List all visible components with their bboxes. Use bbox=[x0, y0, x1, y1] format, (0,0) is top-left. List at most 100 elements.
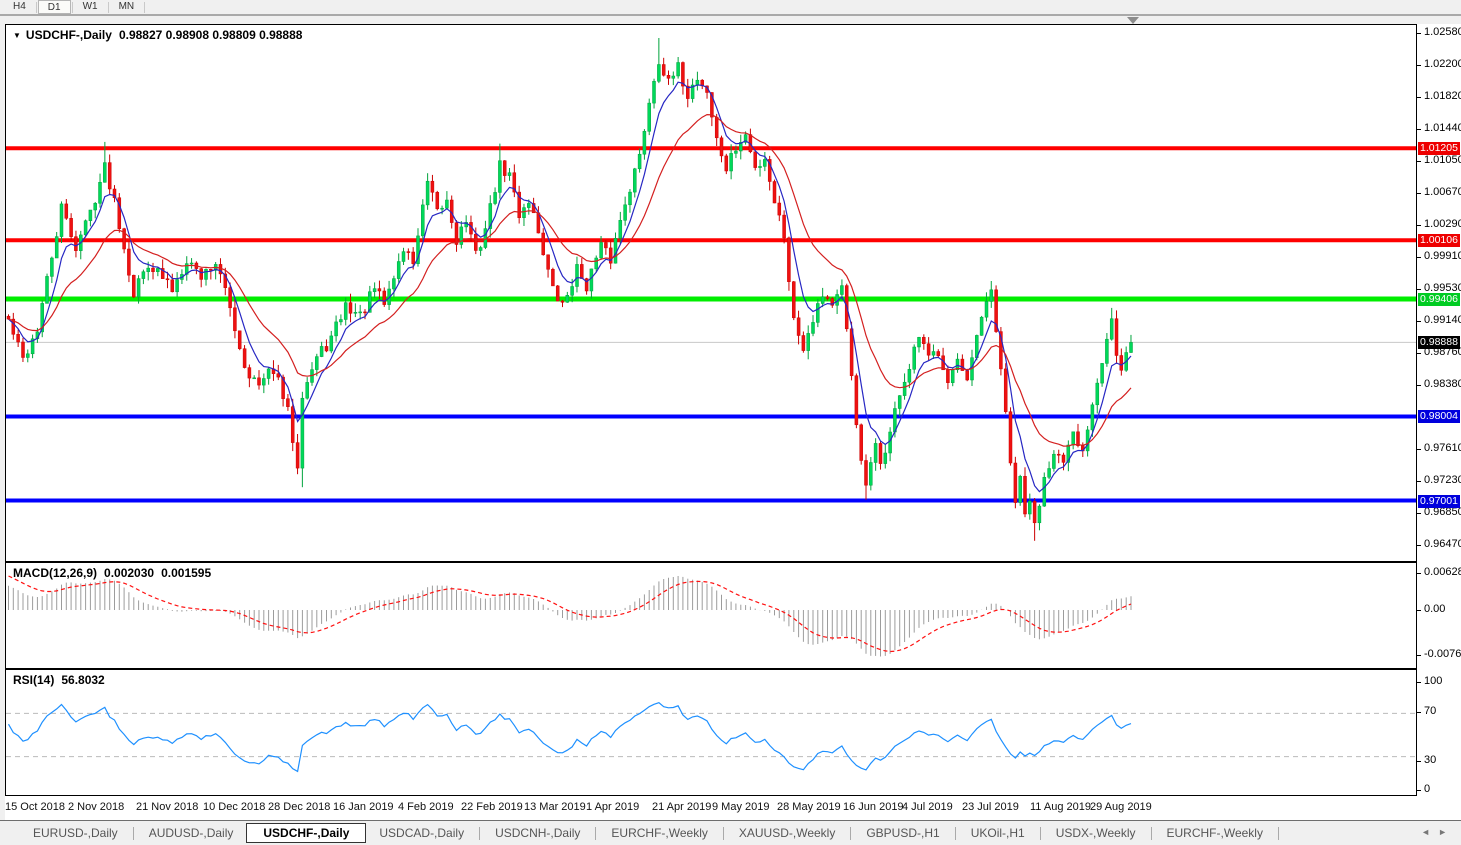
price-tick-label: 1.00290 bbox=[1424, 218, 1461, 230]
chart-tab-eurchf-weekly[interactable]: EURCHF-,Weekly bbox=[1166, 826, 1263, 840]
time-axis-label: 9 May 2019 bbox=[712, 801, 770, 813]
time-axis-label: 11 Aug 2019 bbox=[1030, 801, 1091, 813]
chart-tab-gbpusd-h1[interactable]: GBPUSD-,H1 bbox=[866, 826, 940, 840]
chart-tab-ukoil-h1[interactable]: UKOil-,H1 bbox=[970, 826, 1025, 840]
price-tick bbox=[1417, 513, 1421, 514]
timeframe-button-mn[interactable]: MN bbox=[118, 1, 135, 12]
resistance-line-label: 1.00106 bbox=[1418, 234, 1460, 247]
candlestick-chart[interactable] bbox=[6, 25, 1416, 566]
price-tick-label: 0.99530 bbox=[1424, 282, 1461, 294]
rsi-svg bbox=[6, 702, 1416, 773]
macd-svg bbox=[8, 575, 1132, 657]
rsi-tick-label: 100 bbox=[1424, 675, 1443, 687]
time-axis-label: 16 Jan 2019 bbox=[333, 801, 394, 813]
macd-tick bbox=[1417, 655, 1421, 656]
macd-tick-label: -0.00762 bbox=[1424, 648, 1461, 660]
time-axis-label: 23 Jul 2019 bbox=[962, 801, 1019, 813]
moving-average-6 bbox=[8, 81, 1132, 493]
tab-separator bbox=[722, 826, 724, 840]
tab-scroll-left-icon[interactable]: ◄ bbox=[1421, 827, 1439, 837]
time-axis-label: 2 Nov 2018 bbox=[68, 801, 125, 813]
price-tick-label: 1.02580 bbox=[1424, 26, 1461, 38]
resistance-line-label: 1.01205 bbox=[1418, 142, 1460, 155]
rsi-value: 56.8032 bbox=[61, 673, 105, 687]
level-line-label: 0.99406 bbox=[1418, 293, 1460, 306]
chart-tab-eurchf-weekly[interactable]: EURCHF-,Weekly bbox=[611, 826, 708, 840]
chart-tab-usdcnh-daily[interactable]: USDCNH-,Daily bbox=[495, 826, 581, 840]
chart-tab-usdcad-daily[interactable]: USDCAD-,Daily bbox=[379, 826, 465, 840]
chart-tab-eurusd-daily[interactable]: EURUSD-,Daily bbox=[33, 826, 118, 840]
rsi-tick bbox=[1417, 712, 1421, 713]
price-tick bbox=[1417, 161, 1421, 162]
time-axis-label: 21 Nov 2018 bbox=[136, 801, 199, 813]
rsi-tick-label: 0 bbox=[1424, 783, 1431, 795]
price-tick bbox=[1417, 193, 1421, 194]
timeframe-button-d1[interactable]: D1 bbox=[37, 0, 71, 14]
macd-signal-value: 0.001595 bbox=[161, 566, 212, 580]
rsi-label: RSI(14) bbox=[13, 673, 55, 687]
toolbar-separator bbox=[35, 1, 37, 13]
tab-scroll-right-icon[interactable]: ► bbox=[1438, 827, 1455, 837]
tab-separator bbox=[1039, 826, 1041, 840]
rsi-title: RSI(14) 56.8032 bbox=[13, 673, 105, 687]
chart-tab-usdx-weekly[interactable]: USDX-,Weekly bbox=[1055, 826, 1136, 840]
tab-separator bbox=[479, 826, 481, 840]
rsi-indicator-chart[interactable] bbox=[6, 670, 1416, 800]
time-axis-label: 29 Aug 2019 bbox=[1090, 801, 1152, 813]
price-tick bbox=[1417, 65, 1421, 66]
tab-separator bbox=[850, 826, 852, 840]
price-tick bbox=[1417, 321, 1421, 322]
rsi-tick bbox=[1417, 790, 1421, 791]
price-tick bbox=[1417, 385, 1421, 386]
macd-main-value: 0.002030 bbox=[104, 566, 155, 580]
rsi-tick bbox=[1417, 682, 1421, 683]
toolbar-separator bbox=[144, 1, 146, 13]
price-tick bbox=[1417, 33, 1421, 34]
price-tick-label: 1.01440 bbox=[1424, 122, 1461, 134]
symbol-dropdown-icon[interactable]: ▼ bbox=[13, 31, 21, 40]
time-axis-label: 22 Feb 2019 bbox=[461, 801, 523, 813]
price-tick-label: 1.01820 bbox=[1424, 90, 1461, 102]
rsi-line bbox=[7, 702, 1132, 773]
price-tick bbox=[1417, 129, 1421, 130]
price-tick-label: 1.02200 bbox=[1424, 58, 1461, 70]
chart-symbol-label: USDCHF-,Daily bbox=[25, 28, 112, 42]
autoscroll-marker-icon bbox=[1127, 17, 1139, 24]
candlestick-svg bbox=[6, 38, 1416, 541]
price-axis[interactable]: 1.02580 1.02200 1.01820 1.01440 1.01050 1.006… bbox=[1417, 24, 1461, 796]
tab-scroll-arrows: ◄► bbox=[1421, 827, 1455, 837]
time-axis-label: 21 Apr 2019 bbox=[652, 801, 712, 813]
timeframe-button-h4[interactable]: H4 bbox=[13, 1, 26, 12]
price-tick bbox=[1417, 545, 1421, 546]
rsi-tick-label: 30 bbox=[1424, 754, 1437, 766]
price-tick-label: 1.00670 bbox=[1424, 186, 1461, 198]
chart-ohlc-values: 0.98827 0.98908 0.98809 0.98888 bbox=[118, 28, 303, 42]
toolbar-separator bbox=[107, 1, 109, 13]
tab-separator bbox=[954, 826, 956, 840]
macd-tick bbox=[1417, 610, 1421, 611]
chart-tab-audusd-daily[interactable]: AUDUSD-,Daily bbox=[148, 826, 234, 840]
price-tick bbox=[1417, 97, 1421, 98]
price-tick-label: 0.96850 bbox=[1424, 506, 1461, 518]
support-line-label: 0.97001 bbox=[1418, 495, 1460, 508]
price-tick bbox=[1417, 449, 1421, 450]
price-tick-label: 0.97610 bbox=[1424, 442, 1461, 454]
price-tick bbox=[1417, 289, 1421, 290]
tab-separator bbox=[1150, 826, 1152, 840]
price-tick bbox=[1417, 225, 1421, 226]
time-axis[interactable]: 15 Oct 2018 2 Nov 2018 21 Nov 2018 10 Dec 2… bbox=[5, 796, 1461, 820]
macd-indicator-chart[interactable] bbox=[6, 563, 1416, 673]
macd-panel: MACD(12,26,9) 0.002030 0.001595 bbox=[5, 562, 1417, 669]
price-chart-panel: ▼ USDCHF-,Daily 0.98827 0.98908 0.98809 0.… bbox=[5, 24, 1417, 562]
time-axis-label: 15 Oct 2018 bbox=[5, 801, 65, 813]
timeframe-button-w1[interactable]: W1 bbox=[82, 1, 98, 12]
chart-tab-usdchf-daily[interactable]: USDCHF-,Daily bbox=[246, 823, 367, 843]
time-axis-label: 4 Feb 2019 bbox=[398, 801, 454, 813]
time-axis-label: 1 Apr 2019 bbox=[586, 801, 640, 813]
time-axis-label: 28 May 2019 bbox=[777, 801, 841, 813]
tab-separator bbox=[1277, 826, 1279, 840]
chart-tab-xauusd-weekly[interactable]: XAUUSD-,Weekly bbox=[738, 826, 836, 840]
moving-average-18 bbox=[8, 113, 1132, 447]
tab-separator bbox=[595, 826, 597, 840]
